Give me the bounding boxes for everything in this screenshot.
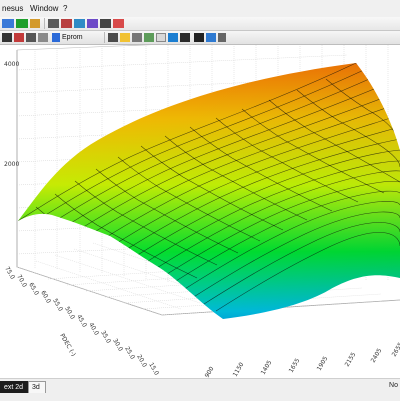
pedal-tick-label: 70.0 — [15, 274, 28, 289]
secondary-toolbar: Eprom — [0, 31, 400, 45]
pdec-axis-title: PDEC (-) — [58, 333, 77, 358]
mark-icon[interactable] — [14, 33, 24, 42]
pedal-tick-label: 15.0 — [147, 362, 160, 377]
window-icon[interactable] — [156, 33, 166, 42]
z-tick-label: 4000 — [4, 61, 19, 68]
z-axis-labels: 4000 2000 — [4, 61, 19, 168]
options-icon[interactable] — [38, 33, 48, 42]
red-tool-icon[interactable] — [113, 19, 124, 28]
rpm-tick-label: 1150 — [232, 361, 246, 378]
pedal-tick-label: 75.0 — [3, 266, 16, 281]
eprom-label[interactable]: Eprom — [62, 34, 83, 41]
pedal-tick-label: 55.0 — [51, 298, 64, 313]
open-icon[interactable] — [2, 19, 14, 28]
pedal-tick-label: 60.0 — [39, 290, 52, 305]
menu-bar: nesus Window ? — [0, 0, 400, 18]
rpm-axis-labels: 900 1150 1405 1655 1905 2155 2405 2655 — [204, 341, 400, 378]
zoom-icon[interactable] — [48, 19, 59, 28]
toolbar-separator — [104, 32, 105, 43]
rpm-tick-label: 900 — [204, 365, 216, 378]
rpm-tick-label: 2655 — [391, 341, 400, 358]
table-view-icon[interactable] — [180, 33, 190, 42]
surface-chart: 4000 2000 75.0 70.0 65.0 60.0 55.0 50.0 … — [3, 45, 400, 378]
black-square-icon[interactable] — [194, 33, 204, 42]
main-toolbar — [0, 17, 400, 31]
menu-item-nesus[interactable]: nesus — [2, 4, 24, 13]
z-tick-label: 2000 — [4, 161, 19, 168]
percent-icon[interactable] — [61, 19, 72, 28]
rpm-tick-label: 1405 — [260, 359, 274, 376]
undo-icon[interactable] — [30, 19, 40, 28]
chart-icon[interactable] — [87, 19, 98, 28]
pedal-axis-labels: 75.0 70.0 65.0 60.0 55.0 50.0 45.0 40.0 … — [3, 266, 160, 377]
table-icon[interactable] — [100, 19, 111, 28]
save-icon[interactable] — [16, 19, 28, 28]
grid-icon[interactable] — [74, 19, 85, 28]
light-icon[interactable] — [120, 33, 130, 42]
status-bar: ext 2d 3d No — [0, 378, 400, 401]
menu-item-window[interactable]: Window — [30, 4, 59, 13]
rpm-tick-label: 1905 — [316, 355, 330, 372]
pedal-tick-label: 35.0 — [99, 330, 112, 345]
pedal-tick-label: 30.0 — [111, 338, 124, 353]
pedal-tick-label: 45.0 — [75, 314, 88, 329]
settings-icon[interactable] — [108, 33, 118, 42]
menu-item-help[interactable]: ? — [63, 4, 68, 13]
surface-mesh — [18, 63, 400, 319]
copy-icon[interactable] — [168, 33, 178, 42]
pedal-tick-label: 25.0 — [123, 346, 136, 361]
import-icon[interactable] — [144, 33, 154, 42]
eprom-icon — [52, 33, 60, 42]
pedal-tick-label: 20.0 — [135, 354, 148, 369]
toolbar-separator — [44, 18, 45, 29]
rpm-tick-label: 1655 — [288, 357, 302, 374]
pedal-tick-label: 50.0 — [63, 306, 76, 321]
pedal-tick-label: 65.0 — [27, 282, 40, 297]
blue-square-icon[interactable] — [206, 33, 216, 42]
tab-3d[interactable]: 3d — [28, 381, 46, 393]
filter-icon[interactable] — [26, 33, 36, 42]
pedal-tick-label: 40.0 — [87, 322, 100, 337]
status-right-text: No — [389, 382, 398, 389]
help-icon[interactable] — [132, 33, 142, 42]
rpm-tick-label: 2405 — [370, 347, 384, 364]
layer-icon[interactable] — [2, 33, 12, 42]
rpm-tick-label: 2155 — [344, 351, 358, 368]
dropdown-icon[interactable] — [218, 33, 226, 42]
